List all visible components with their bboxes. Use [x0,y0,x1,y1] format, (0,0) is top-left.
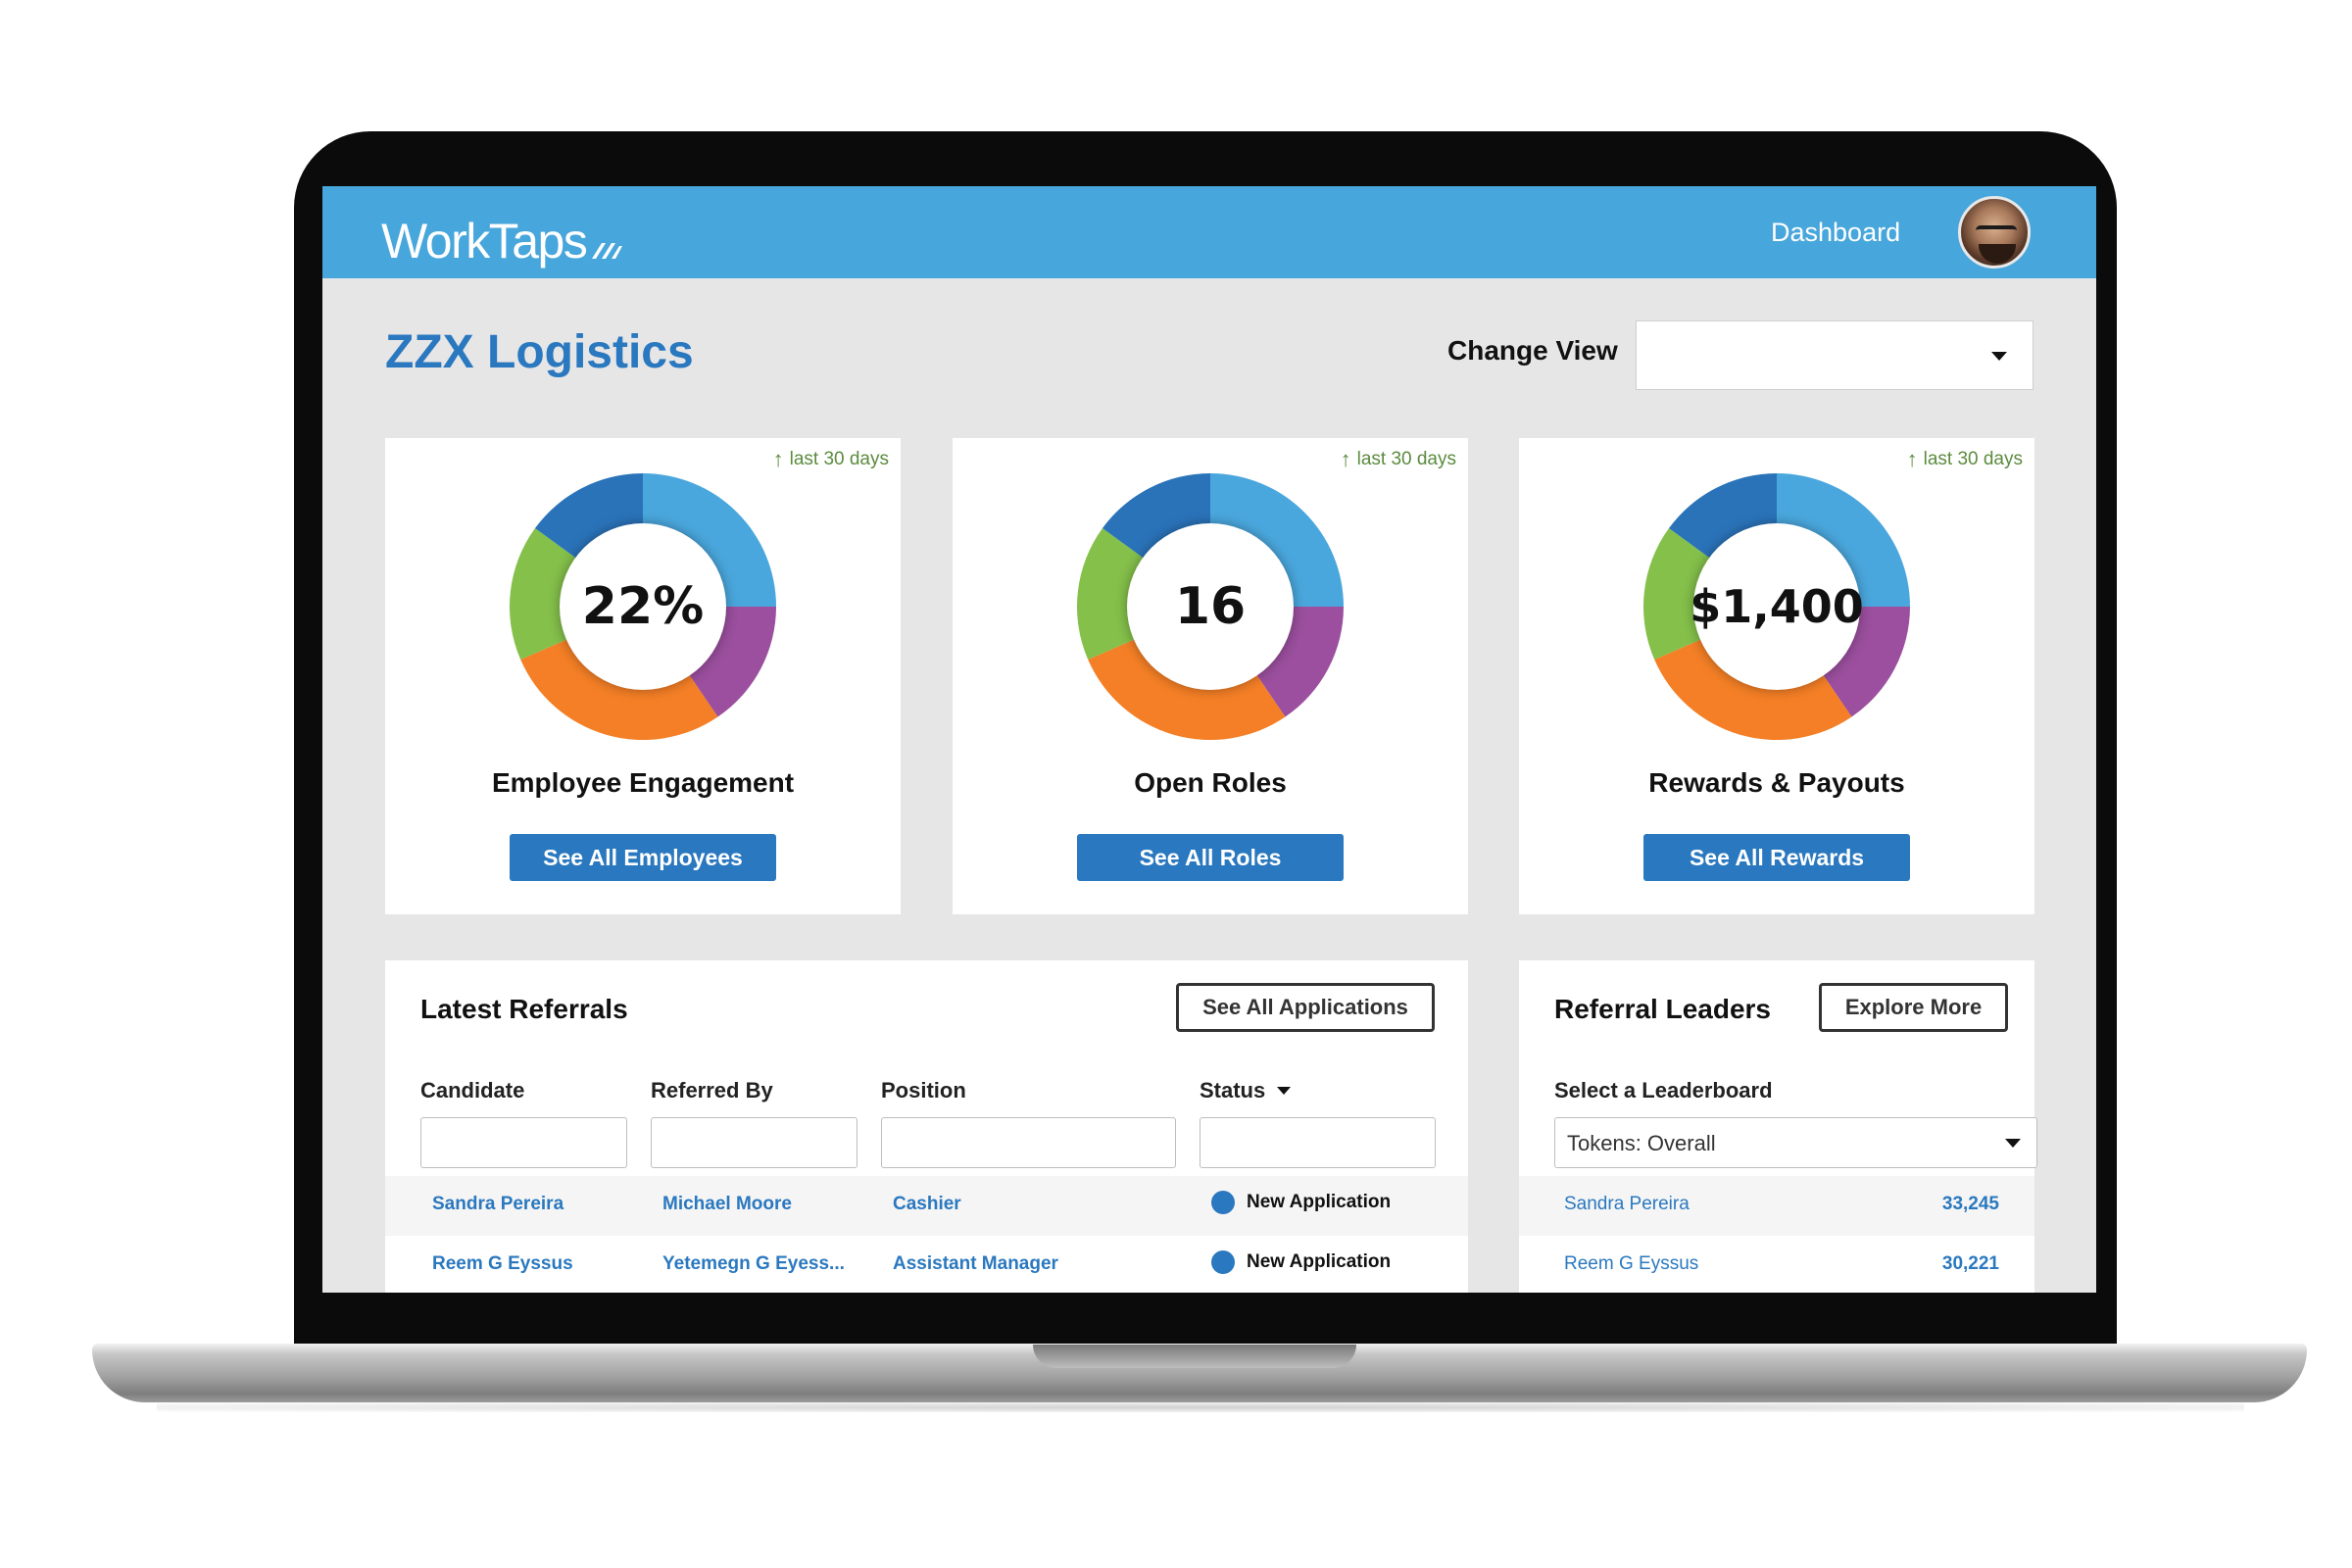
trend-label: last 30 days [1923,449,2023,469]
chevron-down-icon [1991,352,2007,361]
chevron-down-icon [2005,1139,2021,1148]
status-cell: New Application [1211,1250,1391,1274]
table-row[interactable]: Reem G Eyssus Yetemegn G Eyess... Assist… [385,1236,1468,1293]
candidate-link[interactable]: Reem G Eyssus [432,1253,573,1274]
column-header-position[interactable]: Position [881,1078,966,1103]
worktaps-logo[interactable]: WorkTaps [381,208,623,274]
nav-dashboard-link[interactable]: Dashboard [1771,218,1901,247]
open-roles-card: ↑ last 30 days 16 Open Roles See All Rol… [953,438,1468,914]
column-header-candidate[interactable]: Candidate [420,1078,524,1103]
trend-indicator: ↑ last 30 days [1341,447,1456,472]
user-avatar[interactable] [1958,196,2031,269]
position-link[interactable]: Cashier [893,1194,961,1214]
rewards-value: $1,400 [1690,523,1864,690]
referral-leaders-title: Referral Leaders [1554,994,1772,1024]
arrow-up-icon: ↑ [1340,447,1351,471]
change-view-label: Change View [1447,335,1618,366]
column-header-label: Position [881,1078,966,1102]
sort-caret-icon [1277,1087,1292,1095]
leaderboard-select-value: Tokens: Overall [1567,1131,1716,1155]
status-label: New Application [1247,1251,1392,1272]
donut-segment-1 [643,473,776,607]
arrow-up-icon: ↑ [772,447,784,471]
status-dot-icon [1211,1250,1235,1274]
referral-leaders-panel: Referral Leaders Explore More Select a L… [1519,960,2037,1293]
see-all-employees-button[interactable]: See All Employees [510,834,776,881]
status-dot-icon [1211,1191,1235,1214]
column-header-label: Referred By [651,1078,773,1102]
column-header-label: Candidate [420,1078,525,1102]
laptop-shadow [157,1402,2244,1412]
laptop-notch [1033,1345,1356,1368]
avatar-glasses [1976,225,2017,237]
latest-referrals-panel: Latest Referrals See All Applications Ca… [385,960,1468,1293]
employee-engagement-card: ↑ last 30 days 22% Employee Engagement S… [385,438,901,914]
leader-score: 30,221 [1941,1253,1999,1274]
trend-label: last 30 days [789,449,889,469]
open-roles-label: Open Roles [1134,767,1287,798]
leader-name-link[interactable]: Reem G Eyssus [1564,1253,1699,1274]
position-filter-input[interactable] [881,1117,1176,1168]
candidate-filter-input[interactable] [420,1117,627,1168]
app-screen: WorkTaps Dashboard ZZX Logistics Change … [322,186,2096,1293]
donut-segment-1 [1210,473,1344,607]
arrow-up-icon: ↑ [1906,447,1918,471]
explore-more-button[interactable]: Explore More [1819,983,2008,1032]
status-label: New Application [1247,1192,1392,1212]
referred-by-filter-input[interactable] [651,1117,858,1168]
leader-score: 33,245 [1941,1194,1999,1214]
latest-referrals-title: Latest Referrals [420,994,628,1024]
leaderboard-select[interactable]: Tokens: Overall [1554,1117,2037,1168]
candidate-link[interactable]: Sandra Pereira [432,1194,564,1214]
open-roles-value: 16 [1127,523,1294,690]
change-view-select[interactable] [1636,320,2034,390]
table-row[interactable]: Sandra Pereira Michael Moore Cashier New… [385,1176,1468,1236]
see-all-roles-button[interactable]: See All Roles [1077,834,1344,881]
rewards-label: Rewards & Payouts [1648,767,1905,798]
column-header-status[interactable]: Status [1200,1078,1292,1103]
top-header: WorkTaps Dashboard [322,186,2096,278]
trend-indicator: ↑ last 30 days [1907,447,2023,472]
leader-row[interactable]: Reem G Eyssus 30,221 [1519,1236,2034,1293]
column-header-referred-by[interactable]: Referred By [651,1078,773,1103]
open-roles-donut-chart [1077,473,1344,740]
status-cell: New Application [1211,1191,1391,1214]
worktaps-swoosh-icon [590,218,623,274]
position-link[interactable]: Assistant Manager [893,1253,1058,1274]
referred-by-link[interactable]: Yetemegn G Eyess... [662,1253,845,1274]
see-all-applications-button[interactable]: See All Applications [1176,983,1435,1032]
engagement-value: 22% [560,523,726,690]
referred-by-link[interactable]: Michael Moore [662,1194,792,1214]
avatar-beard [1979,244,2016,264]
logo-text: WorkTaps [381,214,588,269]
column-header-label: Status [1200,1078,1266,1102]
leader-row[interactable]: Sandra Pereira 33,245 [1519,1176,2034,1236]
status-filter-input[interactable] [1200,1117,1436,1168]
leaderboard-select-label: Select a Leaderboard [1554,1078,1773,1102]
page-title: ZZX Logistics [385,326,694,378]
leader-name-link[interactable]: Sandra Pereira [1564,1194,1690,1214]
trend-label: last 30 days [1356,449,1456,469]
see-all-rewards-button[interactable]: See All Rewards [1643,834,1910,881]
donut-segment-1 [1777,473,1910,607]
rewards-payouts-card: ↑ last 30 days $1,400 Rewards & Payouts … [1519,438,2034,914]
trend-indicator: ↑ last 30 days [773,447,889,472]
engagement-label: Employee Engagement [491,767,795,798]
